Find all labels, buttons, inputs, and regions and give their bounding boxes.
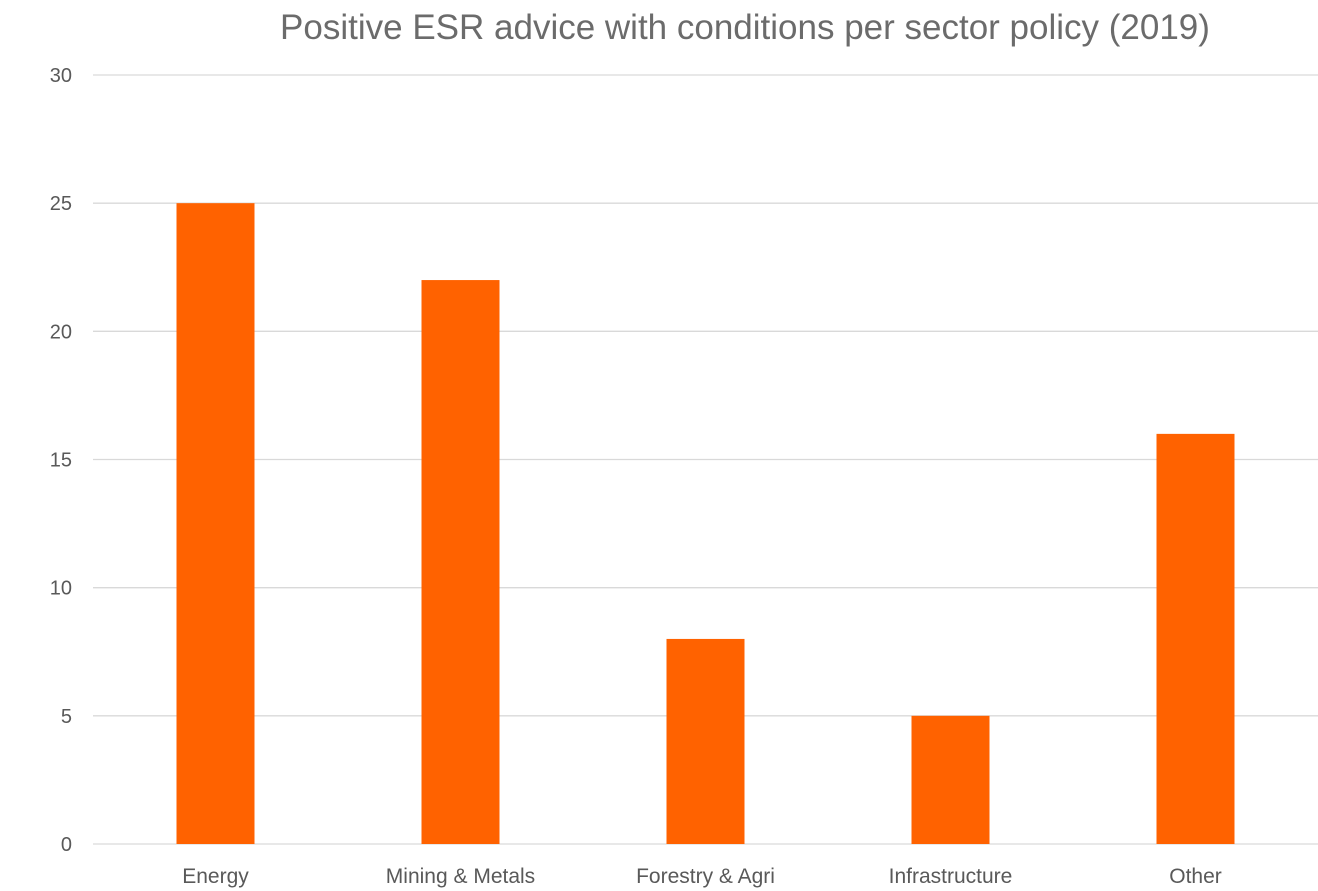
bar-other (1156, 433, 1235, 844)
chart-title: Positive ESR advice with conditions per … (280, 8, 1210, 47)
y-tick-label: 30 (50, 65, 72, 87)
y-tick-label: 25 (50, 193, 72, 215)
y-tick-label: 0 (61, 834, 72, 856)
bar-energy (176, 203, 255, 844)
x-tick-label: Infrastructure (889, 865, 1013, 888)
x-tick-label: Mining & Metals (386, 865, 535, 888)
bar-infrastructure (911, 715, 990, 844)
y-tick-label: 15 (50, 450, 72, 472)
x-tick-label: Other (1169, 865, 1222, 888)
y-tick-label: 5 (61, 706, 72, 728)
bar-forestry-agri (666, 638, 745, 844)
y-tick-label: 10 (50, 578, 72, 600)
x-tick-label: Energy (182, 865, 249, 888)
bar-mining-metals (421, 280, 500, 845)
y-tick-label: 20 (50, 321, 72, 343)
x-tick-label: Forestry & Agri (636, 865, 775, 888)
